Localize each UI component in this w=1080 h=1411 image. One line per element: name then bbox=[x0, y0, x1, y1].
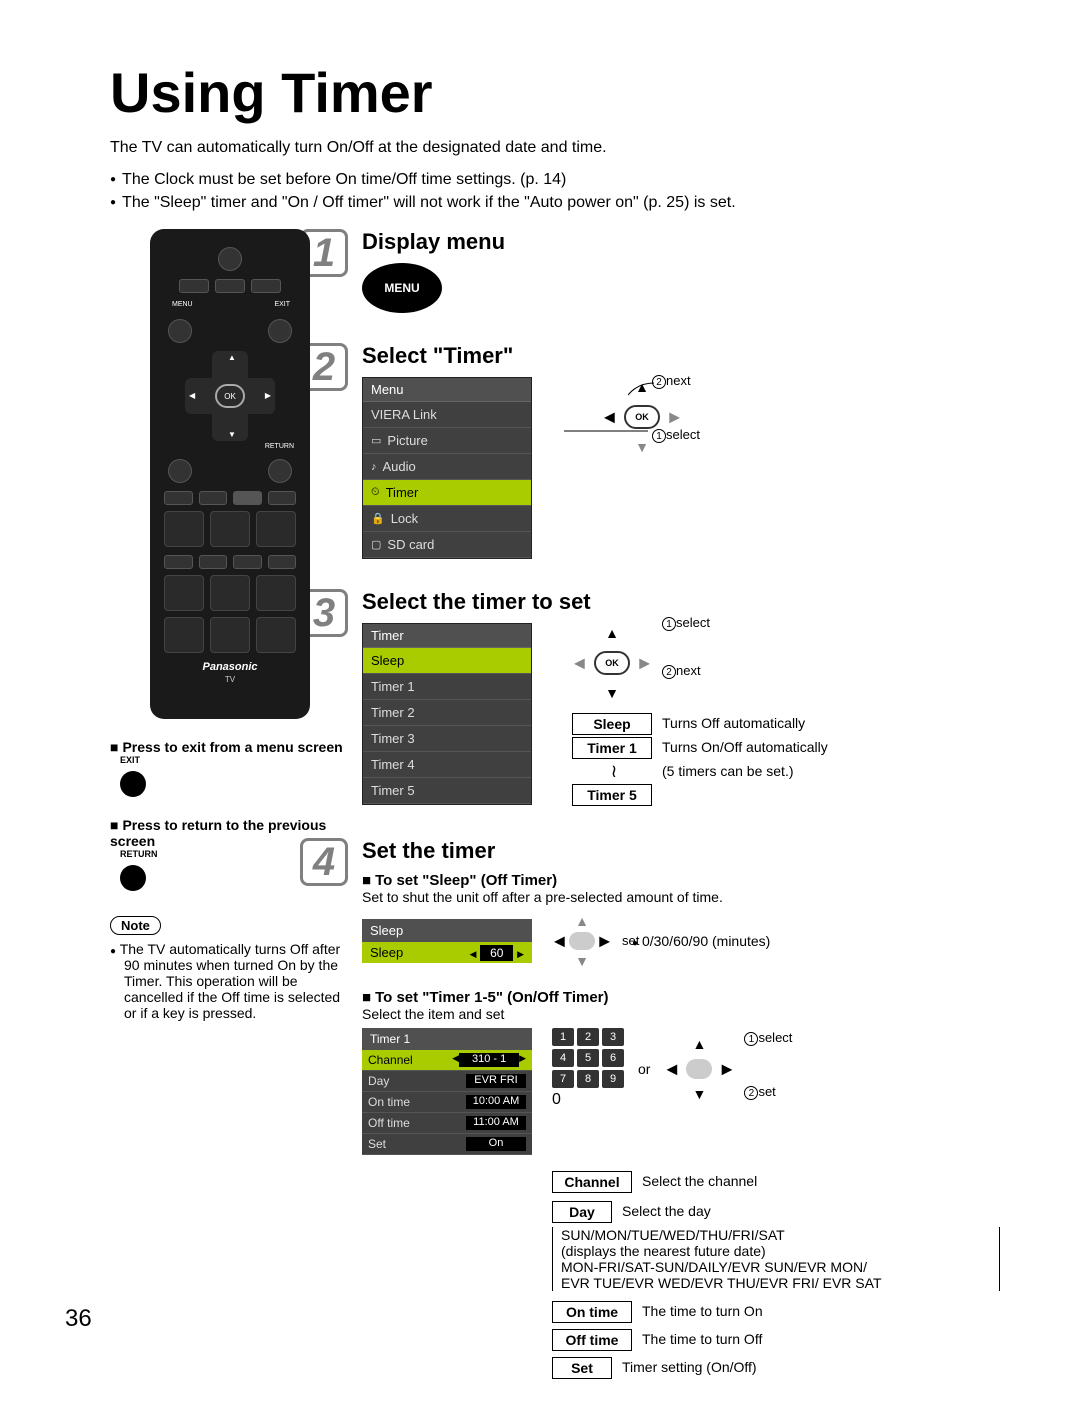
step-4-title: Set the timer bbox=[362, 838, 1000, 864]
page-number: 36 bbox=[65, 1305, 92, 1333]
page-title: Using Timer bbox=[110, 60, 1000, 125]
timer15-subtitle: To set "Timer 1-5" (On/Off Timer) bbox=[362, 989, 1000, 1006]
timer-menu-box: Timer Sleep Timer 1 Timer 2 Timer 3 Time… bbox=[362, 623, 532, 805]
intro-text: The TV can automatically turn On/Off at … bbox=[110, 137, 1000, 159]
keypad: 123 456 789 0 bbox=[552, 1028, 624, 1109]
ok-navigator-3: ▲▼ ◀▶ bbox=[552, 911, 612, 971]
ok-navigator-4: ▲▼ ◀▶ bbox=[664, 1034, 734, 1104]
timer1-box: Timer 1 Channel◀310 - 1▶ DayEVR FRI On t… bbox=[362, 1028, 532, 1155]
sleep-subtitle: To set "Sleep" (Off Timer) bbox=[362, 872, 1000, 889]
day-options: SUN/MON/TUE/WED/THU/FRI/SAT (displays th… bbox=[552, 1227, 1000, 1291]
step-1-title: Display menu bbox=[362, 229, 1000, 255]
sleep-box: Sleep Sleep◀ 60 ▶ bbox=[362, 919, 532, 963]
menu-button-graphic: MENU☞ bbox=[362, 263, 442, 313]
bullet-1: The Clock must be set before On time/Off… bbox=[110, 169, 1000, 191]
step-4-number: 4 bbox=[300, 838, 348, 886]
menu-box: Menu VIERA Link ▭Picture ♪Audio ⏲Timer 🔒… bbox=[362, 377, 532, 559]
ok-navigator-2: ▲ ▼ ◀ ▶ OK bbox=[572, 623, 652, 703]
bullet-2: The "Sleep" timer and "On / Off timer" w… bbox=[110, 192, 1000, 214]
remote-image: MENU EXIT OK ▲ ▼ ◀ ▶ bbox=[150, 229, 310, 719]
timer15-desc: Select the item and set bbox=[362, 1006, 1000, 1022]
sleep-desc: Set to shut the unit off after a pre-sel… bbox=[362, 889, 1000, 905]
step-2-title: Select "Timer" bbox=[362, 343, 1000, 369]
step-3-title: Select the timer to set bbox=[362, 589, 1000, 615]
